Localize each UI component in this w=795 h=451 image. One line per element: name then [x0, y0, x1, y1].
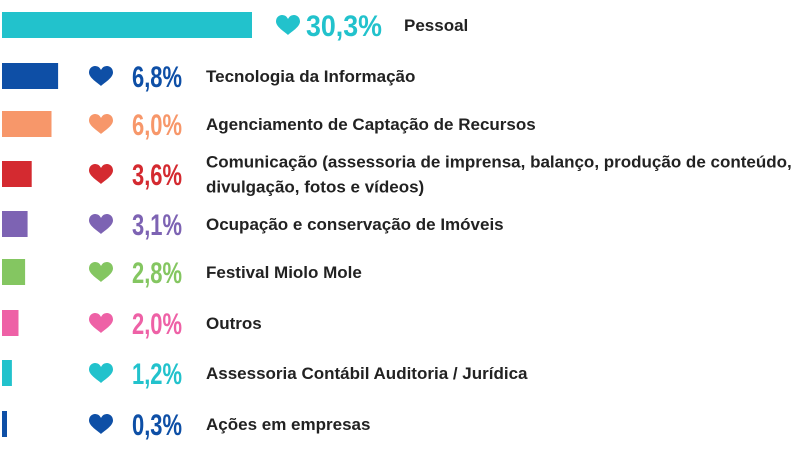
value-label: 30,3%	[306, 10, 382, 43]
heart-icon	[89, 114, 113, 134]
value-label: 6,8%	[132, 61, 182, 94]
category-label: Outros	[206, 314, 262, 333]
chart-row: 6,8% Tecnologia da Informação	[2, 61, 415, 94]
category-label: Ocupação e conservação de Imóveis	[206, 215, 504, 234]
heart-icon	[89, 262, 113, 282]
bar	[2, 310, 19, 336]
value-label: 2,8%	[132, 257, 182, 290]
category-label: Agenciamento de Captação de Recursos	[206, 115, 536, 134]
heart-icon	[89, 66, 113, 86]
chart-row: 2,8% Festival Miolo Mole	[2, 257, 362, 290]
heart-icon	[276, 15, 300, 35]
chart-row: 3,6% Comunicação (assessoria de imprensa,…	[2, 153, 792, 197]
category-label: Ações em empresas	[206, 415, 370, 434]
value-label: 1,2%	[132, 358, 182, 391]
value-label: 6,0%	[132, 109, 182, 142]
bar	[2, 63, 59, 89]
value-label: 2,0%	[132, 308, 182, 341]
category-label: Pessoal	[404, 16, 468, 35]
heart-icon	[89, 164, 113, 184]
chart-row: 0,3% Ações em empresas	[2, 409, 370, 442]
heart-icon	[89, 313, 113, 333]
chart-row: 6,0% Agenciamento de Captação de Recursos	[2, 109, 536, 142]
bar	[2, 411, 7, 437]
chart-row: 2,0% Outros	[2, 308, 262, 341]
bar	[2, 259, 26, 285]
category-label: Tecnologia da Informação	[206, 67, 415, 86]
value-label: 0,3%	[132, 409, 182, 442]
category-label: divulgação, fotos e vídeos)	[206, 178, 424, 197]
heart-icon	[89, 214, 113, 234]
chart-row: 1,2% Assessoria Contábil Auditoria / Jurí…	[2, 358, 528, 391]
category-label: Festival Miolo Mole	[206, 263, 362, 282]
category-label: Comunicação (assessoria de imprensa, bal…	[206, 153, 792, 172]
bar	[2, 211, 28, 237]
category-label: Assessoria Contábil Auditoria / Jurídica	[206, 364, 528, 383]
bar	[2, 161, 32, 187]
chart-row: 30,3% Pessoal	[2, 10, 468, 43]
chart-row: 3,1% Ocupação e conservação de Imóveis	[2, 209, 504, 242]
heart-icon	[89, 363, 113, 383]
value-label: 3,1%	[132, 209, 182, 242]
bar	[2, 111, 52, 137]
value-label: 3,6%	[132, 159, 182, 192]
bar	[2, 12, 252, 38]
heart-icon	[89, 414, 113, 434]
bar	[2, 360, 12, 386]
